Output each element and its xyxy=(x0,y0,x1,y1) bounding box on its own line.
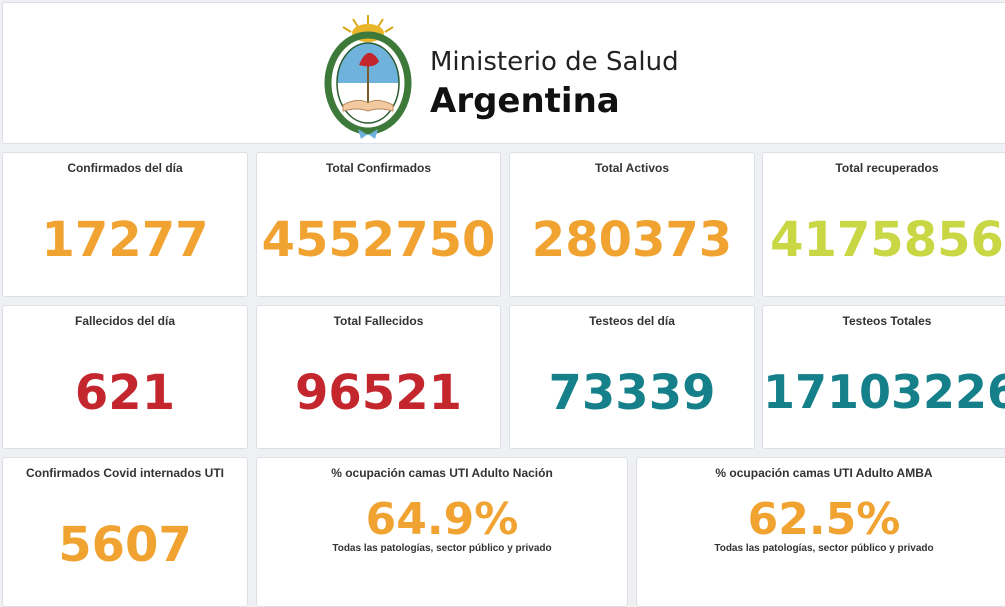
stat-value: 280373 xyxy=(531,212,733,268)
stat-label: Testeos Totales xyxy=(842,314,932,328)
stat-card-internados-uti: Confirmados Covid internados UTI 5607 xyxy=(2,457,248,607)
stat-value: 4175856 xyxy=(770,212,1004,268)
occupancy-label: % ocupación camas UTI Adulto Nación xyxy=(331,466,553,480)
occupancy-value: 64.9% xyxy=(365,494,519,545)
stat-value: 4552750 xyxy=(261,212,496,268)
stat-card-total-confirmados: Total Confirmados 4552750 xyxy=(256,152,501,297)
occupancy-card-amba: % ocupación camas UTI Adulto AMBA 62.5% … xyxy=(636,457,1005,607)
country-title: Argentina xyxy=(430,81,620,121)
occupancy-label: % ocupación camas UTI Adulto AMBA xyxy=(715,466,933,480)
stat-label: Confirmados Covid internados UTI xyxy=(25,466,224,480)
stat-value: 17277 xyxy=(41,212,209,268)
occupancy-card-nacion: % ocupación camas UTI Adulto Nación 64.9… xyxy=(256,457,628,607)
stat-label: Confirmados del día xyxy=(67,161,183,175)
stat-value: 5607 xyxy=(58,517,192,573)
stat-label: Total recuperados xyxy=(835,161,939,175)
stat-card-total-fallecidos: Total Fallecidos 96521 xyxy=(256,305,501,449)
occupancy-value: 62.5% xyxy=(747,494,901,545)
ministry-title: Ministerio de Salud xyxy=(430,47,679,77)
stat-value: 73339 xyxy=(548,365,716,421)
stat-label: Testeos del día xyxy=(589,314,675,328)
argentina-coat-of-arms-icon xyxy=(324,15,412,139)
stat-card-total-activos: Total Activos 280373 xyxy=(509,152,755,297)
stat-value: 96521 xyxy=(295,365,462,421)
occupancy-note: Todas las patologías, sector público y p… xyxy=(332,543,552,554)
stat-card-total-recuperados: Total recuperados 4175856 xyxy=(762,152,1005,297)
stat-value: 621 xyxy=(74,365,176,421)
stat-card-testeos-totales: Testeos Totales 17103226 xyxy=(762,305,1005,449)
occupancy-note: Todas las patologías, sector público y p… xyxy=(714,543,934,554)
stat-label: Fallecidos del día xyxy=(74,314,176,328)
stat-card-fallecidos-dia: Fallecidos del día 621 xyxy=(2,305,248,449)
header-banner: Ministerio de Salud Argentina xyxy=(2,2,1005,144)
stat-label: Total Confirmados xyxy=(325,161,432,175)
stat-label: Total Activos xyxy=(594,161,669,175)
stat-value: 17103226 xyxy=(763,365,1005,419)
stat-label: Total Fallecidos xyxy=(333,314,424,328)
stat-card-testeos-dia: Testeos del día 73339 xyxy=(509,305,755,449)
stat-card-confirmados-dia: Confirmados del día 17277 xyxy=(2,152,248,297)
